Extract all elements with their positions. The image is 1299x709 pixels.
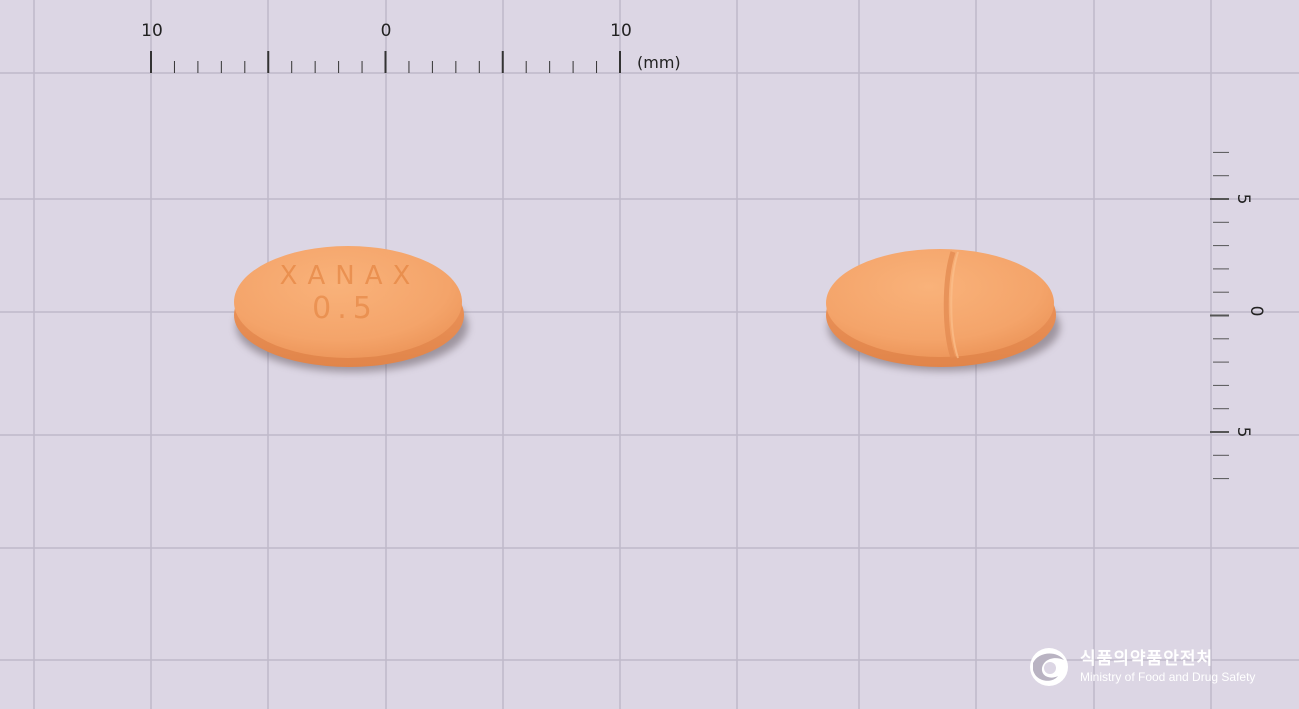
top-ruler: 10 0 10 (mm): [0, 21, 1299, 74]
tablet-imprint-line1: XANAX: [280, 261, 421, 291]
right-ruler-ticks: [1210, 151, 1229, 480]
right-ruler-label-top: 5: [1233, 194, 1253, 205]
right-ruler: 5 0 5: [1210, 151, 1266, 480]
logo-english-name: Ministry of Food and Drug Safety: [1080, 670, 1256, 685]
tablet-imprint-line2: 0.5: [312, 291, 378, 326]
tablet-score-line: [943, 251, 956, 359]
tablet-back: [826, 249, 1060, 371]
logo-korean-name: 식품의약품안전처: [1080, 648, 1214, 669]
top-ruler-label-zero: 0: [381, 21, 392, 41]
top-ruler-label-right: 10: [610, 21, 632, 41]
mfds-logo: 식품의약품안전처 Ministry of Food and Drug Safet…: [1028, 646, 1255, 688]
right-ruler-label-zero: 0: [1246, 306, 1266, 317]
ruler-unit-label: (mm): [637, 53, 681, 72]
right-ruler-label-bottom: 5: [1233, 427, 1253, 438]
mfds-emblem-icon: [1030, 648, 1068, 686]
logo-text: 식품의약품안전처 Ministry of Food and Drug Safet…: [1080, 648, 1256, 685]
tablet-front: XANAX 0.5: [234, 246, 468, 372]
top-ruler-ticks: [150, 51, 621, 73]
top-ruler-label-left: 10: [141, 21, 163, 41]
